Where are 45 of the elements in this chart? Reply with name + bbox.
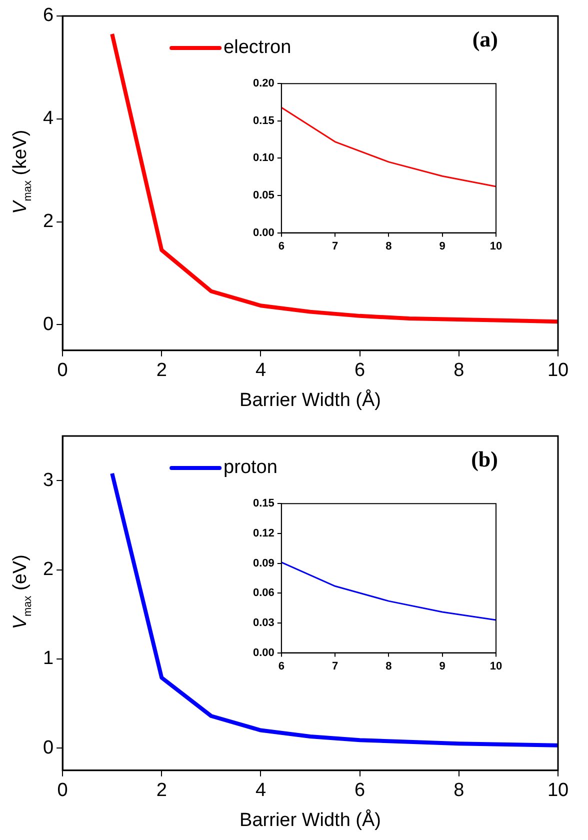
x-tick-label: 8 xyxy=(386,660,392,672)
y-tick-label: 0.15 xyxy=(252,498,274,510)
y-tick-label: 0.20 xyxy=(252,78,274,90)
y-tick-label: 6 xyxy=(42,5,54,26)
y-tick-label: 0.00 xyxy=(252,226,274,239)
y-tick-label: 0.15 xyxy=(252,114,274,127)
y-tick-label: 0.05 xyxy=(252,190,274,202)
legend-label: proton xyxy=(224,457,278,478)
x-tick-label: 0 xyxy=(57,360,68,382)
y-tick-label: 0.03 xyxy=(252,616,274,629)
x-tick-label: 10 xyxy=(547,780,569,802)
y-tick-label: 0 xyxy=(42,737,54,758)
x-tick-label: 10 xyxy=(490,240,502,252)
x-tick-label: 0 xyxy=(57,780,68,802)
x-tick-label: 8 xyxy=(386,240,392,252)
y-tick-label: 0.10 xyxy=(252,152,274,164)
x-tick-label: 2 xyxy=(156,780,167,802)
x-axis-title: Barrier Width (Å) xyxy=(240,388,382,411)
legend-label: electron xyxy=(224,37,292,58)
annotation: (b) xyxy=(471,446,498,472)
x-tick-label: 9 xyxy=(439,660,446,672)
x-tick-label: 8 xyxy=(454,780,464,802)
x-tick-label: 6 xyxy=(354,780,366,802)
y-tick-label: 1 xyxy=(42,648,54,670)
y-tick-label: 4 xyxy=(42,108,54,130)
x-tick-label: 6 xyxy=(354,360,366,382)
annotation: (a) xyxy=(472,26,498,52)
y-tick-label: 2 xyxy=(42,558,54,580)
y-tick-label: 0.12 xyxy=(252,527,274,540)
y-tick-label: 3 xyxy=(42,470,54,491)
x-tick-label: 8 xyxy=(454,360,464,382)
y-tick-label: 0 xyxy=(42,314,54,335)
x-tick-label: 10 xyxy=(490,660,502,672)
x-tick-label: 6 xyxy=(278,240,284,252)
x-tick-label: 7 xyxy=(332,240,338,252)
y-tick-label: 0.00 xyxy=(252,646,274,659)
x-axis-title: Barrier Width (Å) xyxy=(240,808,382,831)
x-tick-label: 9 xyxy=(439,240,446,252)
y-tick-label: 0.06 xyxy=(252,587,274,600)
x-tick-label: 6 xyxy=(278,660,284,672)
x-tick-label: 10 xyxy=(547,360,569,382)
x-tick-label: 2 xyxy=(156,360,167,382)
y-tick-label: 2 xyxy=(42,211,54,232)
y-tick-label: 0.09 xyxy=(252,557,274,570)
x-tick-label: 7 xyxy=(332,660,338,672)
